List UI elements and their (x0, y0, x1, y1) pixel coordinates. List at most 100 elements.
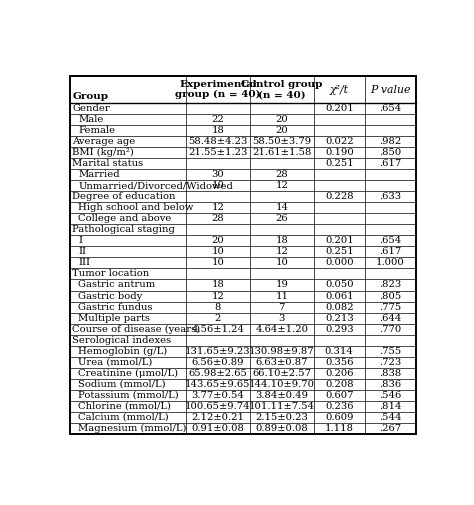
Text: Sodium (mmol/L): Sodium (mmol/L) (78, 380, 166, 389)
Text: .654: .654 (379, 104, 401, 113)
Text: II: II (78, 247, 86, 257)
Text: Gender: Gender (73, 104, 110, 113)
Text: .982: .982 (379, 137, 401, 146)
Text: 4.64±1.20: 4.64±1.20 (255, 325, 308, 334)
Text: .814: .814 (379, 402, 401, 411)
Text: College and above: College and above (78, 214, 172, 223)
Text: Pathological staging: Pathological staging (73, 225, 175, 234)
Text: 10: 10 (211, 247, 224, 257)
Text: .838: .838 (379, 369, 401, 378)
Text: 0.228: 0.228 (325, 192, 354, 201)
Text: Potassium (mmol/L): Potassium (mmol/L) (78, 391, 179, 400)
Text: 22: 22 (211, 115, 224, 124)
Text: 131.65±9.23: 131.65±9.23 (185, 346, 251, 356)
Text: 28: 28 (211, 214, 224, 223)
Text: .544: .544 (379, 413, 401, 422)
Text: 3.84±0.49: 3.84±0.49 (255, 391, 308, 400)
Bar (70, 324, 416, 335)
Text: 0.609: 0.609 (325, 413, 354, 422)
Text: 0.190: 0.190 (325, 148, 354, 157)
Text: 0.201: 0.201 (325, 104, 354, 113)
Text: .770: .770 (379, 325, 401, 334)
Bar (70, 180, 416, 191)
Text: .617: .617 (379, 159, 401, 168)
Text: .617: .617 (379, 247, 401, 257)
Text: 0.213: 0.213 (325, 314, 354, 323)
Text: 21.61±1.58: 21.61±1.58 (252, 148, 311, 157)
Bar (70, 345, 416, 357)
Text: Tumor location: Tumor location (73, 270, 150, 278)
Text: 26: 26 (275, 214, 288, 223)
Text: 19: 19 (275, 280, 288, 289)
Bar (70, 114, 416, 125)
Text: .805: .805 (379, 291, 401, 300)
Text: 12: 12 (211, 291, 224, 300)
Text: 11: 11 (275, 291, 288, 300)
Bar (70, 335, 416, 345)
Text: .823: .823 (379, 280, 401, 289)
Bar (70, 258, 416, 269)
Text: .546: .546 (379, 391, 401, 400)
Text: 0.201: 0.201 (325, 236, 354, 245)
Text: Urea (mmol/L): Urea (mmol/L) (78, 358, 153, 367)
Text: 21.55±1.23: 21.55±1.23 (188, 148, 247, 157)
Text: .755: .755 (379, 346, 401, 356)
Text: High school and below: High school and below (78, 204, 194, 212)
Text: 0.050: 0.050 (325, 280, 354, 289)
Text: 58.50±3.79: 58.50±3.79 (252, 137, 311, 146)
Text: .633: .633 (379, 192, 401, 201)
Text: Marital status: Marital status (73, 159, 144, 168)
Text: .723: .723 (379, 358, 401, 367)
Text: .775: .775 (379, 302, 401, 312)
Bar (70, 423, 416, 434)
Bar (70, 224, 416, 235)
Text: 4.56±1.24: 4.56±1.24 (191, 325, 245, 334)
Text: 2: 2 (215, 314, 221, 323)
Bar (70, 368, 416, 379)
Text: Experimental
group (n = 40): Experimental group (n = 40) (175, 80, 261, 99)
Text: 6.63±0.87: 6.63±0.87 (255, 358, 308, 367)
Bar (70, 125, 416, 136)
Text: 20: 20 (275, 115, 288, 124)
Bar (70, 235, 416, 246)
Text: 0.022: 0.022 (325, 137, 354, 146)
Bar (70, 103, 416, 114)
Bar (70, 390, 416, 401)
Text: BMI (kg/m²): BMI (kg/m²) (73, 148, 134, 157)
Text: .654: .654 (379, 236, 401, 245)
Text: 0.293: 0.293 (325, 325, 354, 334)
Bar (70, 246, 416, 258)
Text: Control group
(n = 40): Control group (n = 40) (241, 80, 322, 99)
Text: 7: 7 (279, 302, 285, 312)
Text: Unmarried/Divorced/Widowed: Unmarried/Divorced/Widowed (78, 181, 233, 190)
Bar (70, 412, 416, 423)
Text: 3: 3 (279, 314, 285, 323)
Text: 0.607: 0.607 (325, 391, 354, 400)
Text: Married: Married (78, 170, 120, 179)
Text: 0.208: 0.208 (325, 380, 354, 389)
Text: 100.65±9.74: 100.65±9.74 (185, 402, 251, 411)
Text: .836: .836 (379, 380, 401, 389)
Bar (70, 147, 416, 158)
Text: 130.98±9.87: 130.98±9.87 (249, 346, 315, 356)
Text: 0.251: 0.251 (325, 159, 354, 168)
Text: Average age: Average age (73, 137, 136, 146)
Text: Serological indexes: Serological indexes (73, 336, 172, 344)
Text: 0.314: 0.314 (325, 346, 354, 356)
Text: 14: 14 (275, 204, 288, 212)
Text: 0.061: 0.061 (325, 291, 354, 300)
Text: 58.48±4.23: 58.48±4.23 (188, 137, 247, 146)
Text: 6.56±0.89: 6.56±0.89 (191, 358, 244, 367)
Text: 0.91±0.08: 0.91±0.08 (191, 424, 244, 433)
Text: 10: 10 (211, 259, 224, 268)
Text: Gastric body: Gastric body (78, 291, 143, 300)
Text: 10: 10 (211, 181, 224, 190)
Text: χ²/t: χ²/t (330, 84, 349, 94)
Bar (70, 313, 416, 324)
Text: 12: 12 (275, 181, 288, 190)
Text: Creatinine (μmol/L): Creatinine (μmol/L) (78, 369, 179, 378)
Text: Chlorine (mmol/L): Chlorine (mmol/L) (78, 402, 172, 411)
Bar (70, 76, 416, 103)
Text: 30: 30 (211, 170, 224, 179)
Text: P value: P value (370, 84, 410, 94)
